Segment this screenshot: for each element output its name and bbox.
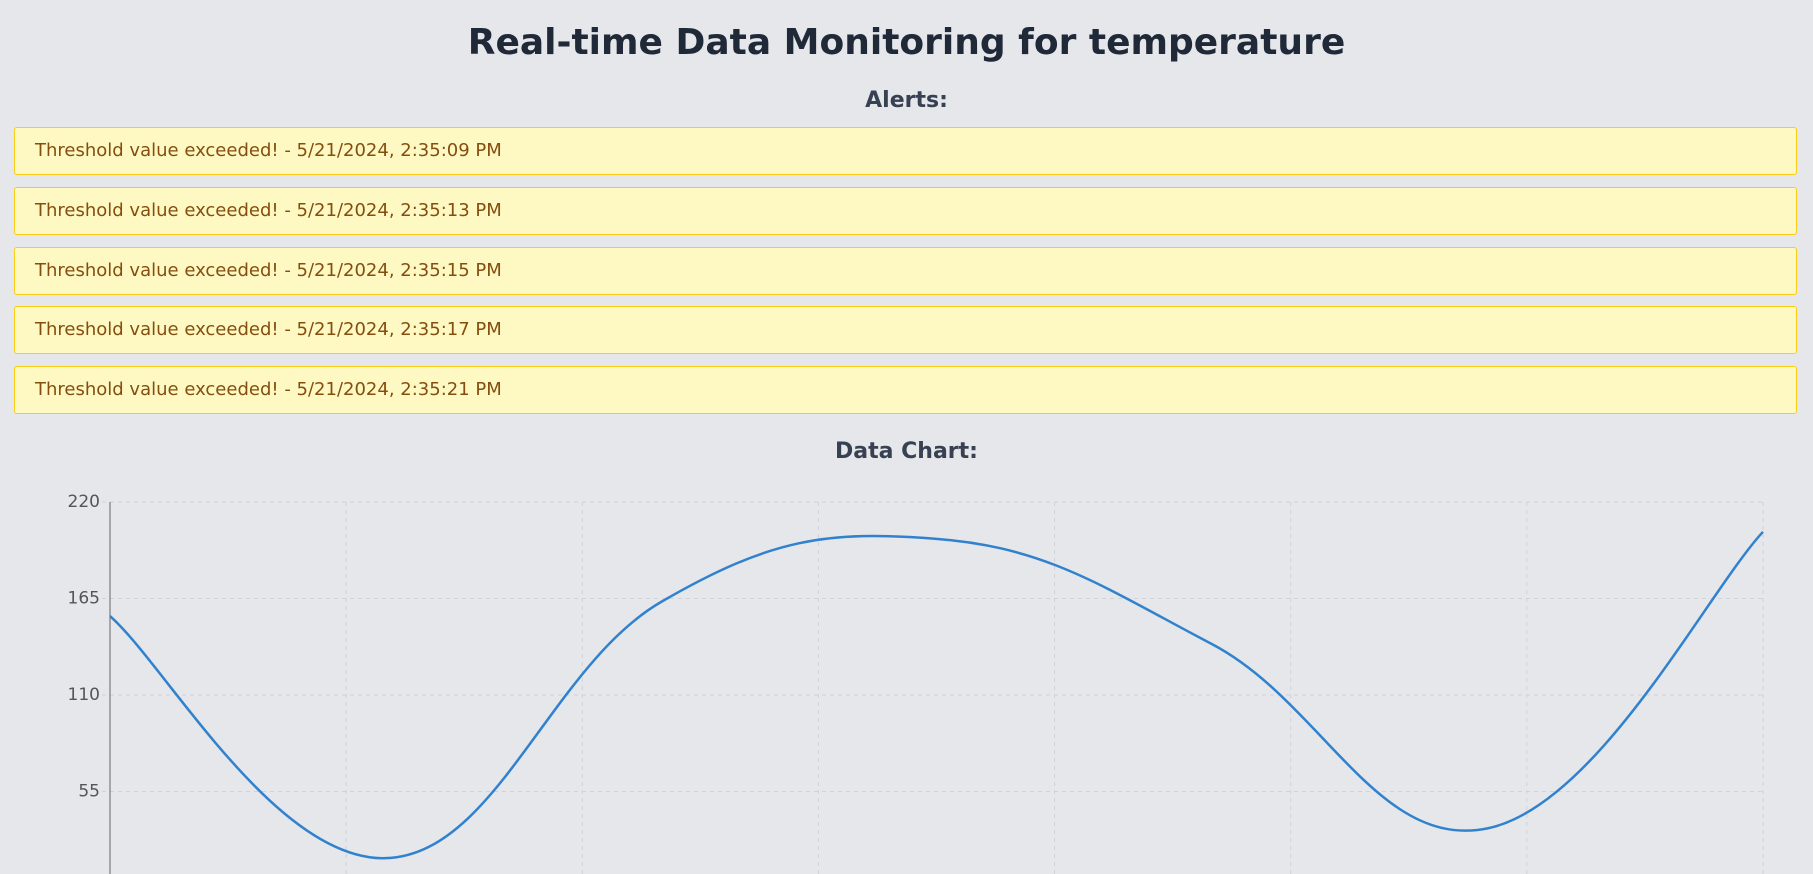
alert: Threshold value exceeded! - 5/21/2024, 2… bbox=[14, 186, 1797, 235]
page-title: Real-time Data Monitoring for temperatur… bbox=[467, 22, 1346, 63]
y-tick-label: 55 bbox=[78, 782, 100, 802]
alerts-heading: Alerts: bbox=[865, 88, 948, 113]
chart: 55 110 165 220 bbox=[68, 492, 1764, 874]
alert: Threshold value exceeded! - 5/21/2024, 2… bbox=[14, 366, 1797, 415]
data-line bbox=[109, 530, 1764, 860]
alert: Threshold value exceeded! - 5/21/2024, 2… bbox=[14, 246, 1797, 295]
y-tick-label: 220 bbox=[68, 492, 100, 512]
alert: Threshold value exceeded! - 5/21/2024, 2… bbox=[14, 127, 1797, 175]
y-tick-label: 165 bbox=[68, 589, 100, 609]
chart-heading: Data Chart: bbox=[835, 439, 978, 464]
alert: Threshold value exceeded! - 5/21/2024, 2… bbox=[14, 306, 1797, 355]
y-tick-label: 110 bbox=[68, 685, 100, 705]
